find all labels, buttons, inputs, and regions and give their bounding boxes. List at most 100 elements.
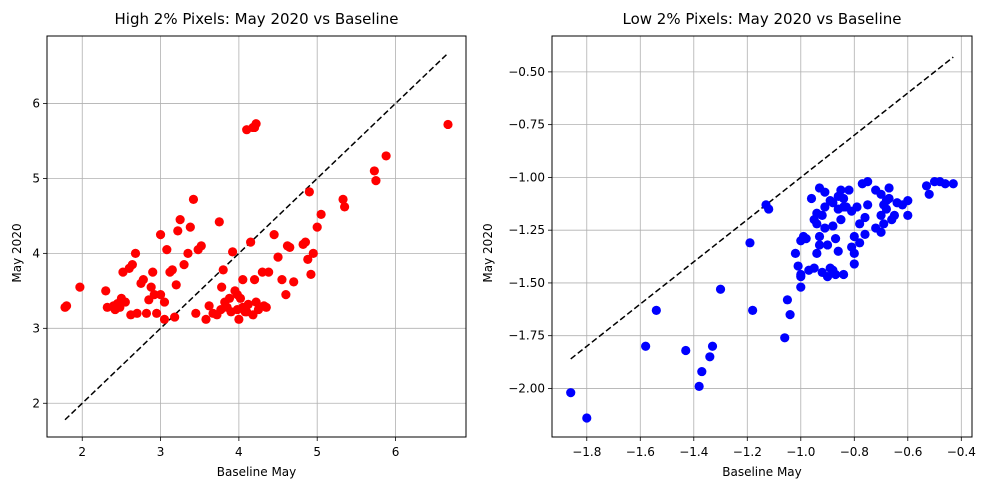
data-point (152, 308, 162, 318)
data-point (289, 277, 299, 287)
data-point (651, 305, 661, 315)
data-point (224, 293, 235, 303)
data-point (812, 219, 822, 229)
data-point (796, 269, 806, 280)
high-pixels-chart: High 2% Pixels: May 2020 vs Baseline Bas… (10, 10, 467, 479)
data-point (281, 289, 291, 300)
data-point (844, 185, 854, 195)
data-point (75, 282, 85, 292)
data-point (641, 341, 651, 351)
y-tick-label: 2 (32, 396, 40, 410)
data-point (303, 254, 313, 264)
data-point (148, 267, 158, 277)
data-point (889, 210, 900, 220)
data-point (338, 194, 348, 204)
x-tick-label: 2 (78, 445, 86, 459)
data-point (566, 388, 576, 398)
data-point (855, 238, 865, 248)
data-point (188, 194, 199, 204)
data-point (847, 206, 857, 216)
reference-line (570, 56, 954, 360)
data-point (814, 240, 825, 250)
data-point (793, 261, 803, 271)
y-tick-label: −1.50 (508, 276, 545, 290)
data-point (884, 183, 894, 193)
data-point (308, 248, 318, 258)
data-point (277, 274, 287, 285)
data-point (155, 289, 166, 300)
diagonal-reference-line (64, 54, 447, 421)
data-point (340, 202, 350, 212)
x-ticks: −1.8 −1.6 −1.4 −1.2 −1.0 −0.8 −0.6 −0.4 (572, 437, 976, 459)
x-tick-label: 4 (235, 445, 243, 459)
x-tick-label: −1.8 (572, 445, 601, 459)
x-tick-label: −0.8 (840, 445, 869, 459)
x-tick-label: −1.6 (626, 445, 655, 459)
data-point (764, 204, 774, 214)
y-tick-label: −2.00 (508, 381, 545, 395)
data-point (828, 221, 838, 231)
data-point (228, 247, 238, 257)
data-point (838, 269, 849, 280)
data-point (707, 341, 718, 351)
chart-title: Low 2% Pixels: May 2020 vs Baseline (623, 10, 902, 28)
data-point (269, 230, 279, 240)
grid (47, 36, 466, 437)
data-point (830, 234, 841, 244)
data-point (171, 280, 181, 290)
y-tick-label: 5 (32, 171, 40, 185)
data-point (264, 267, 274, 277)
x-tick-label: −1.4 (679, 445, 708, 459)
data-point (879, 219, 889, 229)
data-point (238, 274, 248, 285)
data-points (60, 119, 453, 324)
data-point (796, 282, 806, 292)
y-tick-label: 3 (32, 321, 40, 335)
data-point (217, 282, 227, 292)
data-point (191, 308, 201, 318)
data-point (876, 189, 886, 199)
data-point (61, 301, 72, 311)
data-point (833, 246, 843, 256)
y-tick-label: −1.25 (508, 223, 545, 237)
x-ticks: 2 3 4 5 6 (78, 437, 399, 459)
reference-line (64, 54, 447, 421)
data-point (833, 191, 843, 201)
data-point (214, 217, 224, 227)
x-tick-label: −0.6 (893, 445, 922, 459)
data-point (251, 297, 261, 307)
low-pixels-chart: Low 2% Pixels: May 2020 vs Baseline Base… (481, 10, 976, 479)
data-point (785, 309, 795, 320)
data-point (697, 366, 707, 377)
data-point (218, 265, 228, 275)
x-tick-label: −1.2 (733, 445, 762, 459)
data-point (812, 248, 822, 258)
data-point (806, 193, 817, 204)
grid (552, 36, 972, 437)
data-point (822, 240, 833, 250)
data-point (860, 229, 870, 239)
data-point (185, 222, 195, 232)
data-point (312, 222, 322, 232)
data-point (173, 226, 183, 236)
x-tick-label: 6 (392, 445, 400, 459)
data-point (273, 252, 283, 262)
data-point (681, 345, 691, 356)
data-point (183, 248, 193, 258)
data-point (828, 265, 838, 275)
data-point (371, 176, 381, 186)
data-point (804, 265, 814, 275)
x-tick-label: 3 (157, 445, 165, 459)
plot-frame (46, 35, 467, 438)
x-axis-label: Baseline May (217, 465, 297, 479)
data-point (179, 260, 189, 270)
data-point (820, 223, 830, 233)
data-point (745, 238, 755, 248)
data-point (860, 212, 870, 223)
data-point (694, 381, 704, 391)
data-point (159, 297, 170, 307)
data-point (167, 265, 177, 275)
x-tick-label: −1.0 (786, 445, 815, 459)
data-point (940, 179, 950, 189)
data-point (849, 259, 859, 269)
